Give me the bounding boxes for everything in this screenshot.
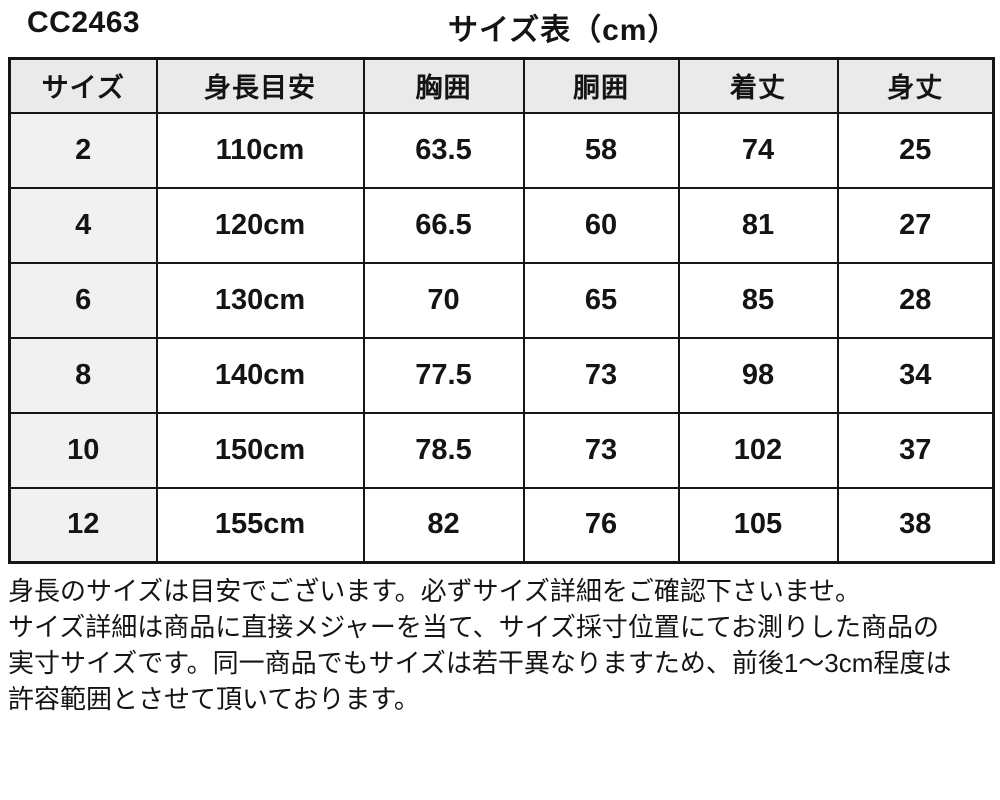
measurement-cell: 155cm: [155, 486, 365, 564]
column-header-0: サイズ: [8, 57, 158, 114]
measurement-cell: 120cm: [155, 186, 365, 264]
measurement-cell: 98: [677, 336, 839, 414]
product-code: CC2463: [27, 6, 141, 39]
measurement-cell: 66.5: [362, 186, 525, 264]
measurement-cell: 60: [522, 186, 680, 264]
table-row: 12 155cm 82 76 105 38: [8, 486, 995, 564]
measurement-cell: 130cm: [155, 261, 365, 339]
column-header-2: 胸囲: [362, 57, 525, 114]
column-header-1: 身長目安: [155, 57, 365, 114]
table-row: 4 120cm 66.5 60 81 27: [8, 186, 995, 264]
table-row: 6 130cm 70 65 85 28: [8, 261, 995, 339]
note-line-1: サイズ詳細は商品に直接メジャーを当て、サイズ採寸位置にてお測りした商品の: [8, 612, 940, 642]
measurement-cell: 73: [522, 411, 680, 489]
measurement-cell: 81: [677, 186, 839, 264]
measurement-cell: 85: [677, 261, 839, 339]
note-line-2: 実寸サイズです。同一商品でもサイズは若干異なりますため、前後1～3cm程度は: [8, 648, 952, 678]
note-line-3: 許容範囲とさせて頂いております。: [8, 684, 420, 714]
size-cell: 12: [8, 486, 158, 564]
measurement-cell: 65: [522, 261, 680, 339]
measurement-cell: 38: [836, 486, 995, 564]
title-bar: CC2463 サイズ表（cm）: [0, 0, 1000, 57]
measurement-cell: 82: [362, 486, 525, 564]
column-header-5: 身丈: [836, 57, 995, 114]
column-header-4: 着丈: [677, 57, 839, 114]
measurement-cell: 73: [522, 336, 680, 414]
column-header-3: 胴囲: [522, 57, 680, 114]
size-table-body: 2 110cm 63.5 58 74 25 4 120cm 66.5 60 81 27 6 130cm 70…: [8, 111, 995, 564]
measurement-cell: 77.5: [362, 336, 525, 414]
measurement-cell: 70: [362, 261, 525, 339]
size-table: サイズ 身長目安 胸囲 胴囲 着丈 身丈 2 110cm 63.5 58 74 25 4 120cm 66…: [8, 57, 995, 564]
measurement-cell: 78.5: [362, 411, 525, 489]
page-title: サイズ表（cm）: [448, 14, 679, 47]
measurement-cell: 74: [677, 111, 839, 189]
size-cell: 6: [8, 261, 158, 339]
note-line-0: 身長のサイズは目安でございます。必ずサイズ詳細をご確認下さいませ。: [8, 576, 862, 606]
measurement-cell: 150cm: [155, 411, 365, 489]
table-row: 10 150cm 78.5 73 102 37: [8, 411, 995, 489]
size-cell: 4: [8, 186, 158, 264]
measurement-cell: 140cm: [155, 336, 365, 414]
measurement-cell: 28: [836, 261, 995, 339]
size-notes: 身長のサイズは目安でございます。必ずサイズ詳細をご確認下さいませ。サイズ詳細は商…: [8, 573, 1000, 717]
measurement-cell: 37: [836, 411, 995, 489]
size-table-header-row: サイズ 身長目安 胸囲 胴囲 着丈 身丈: [8, 57, 995, 114]
measurement-cell: 110cm: [155, 111, 365, 189]
measurement-cell: 105: [677, 486, 839, 564]
measurement-cell: 63.5: [362, 111, 525, 189]
table-row: 8 140cm 77.5 73 98 34: [8, 336, 995, 414]
size-cell: 10: [8, 411, 158, 489]
table-row: 2 110cm 63.5 58 74 25: [8, 111, 995, 189]
measurement-cell: 76: [522, 486, 680, 564]
measurement-cell: 102: [677, 411, 839, 489]
size-cell: 2: [8, 111, 158, 189]
size-cell: 8: [8, 336, 158, 414]
measurement-cell: 27: [836, 186, 995, 264]
measurement-cell: 58: [522, 111, 680, 189]
measurement-cell: 25: [836, 111, 995, 189]
measurement-cell: 34: [836, 336, 995, 414]
